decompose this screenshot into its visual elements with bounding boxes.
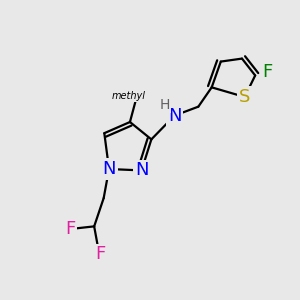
Text: F: F: [65, 220, 76, 238]
Text: methyl: methyl: [111, 91, 145, 101]
Text: N: N: [168, 106, 181, 124]
Text: S: S: [239, 88, 250, 106]
Text: F: F: [95, 245, 105, 263]
Text: H: H: [160, 98, 170, 112]
Text: N: N: [102, 160, 116, 178]
Text: N: N: [135, 161, 148, 179]
Text: F: F: [262, 63, 273, 81]
